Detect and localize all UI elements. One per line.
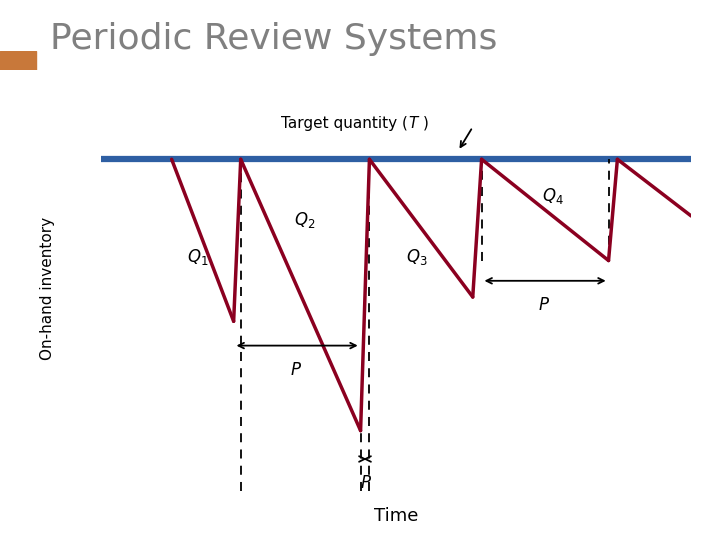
Text: Time: Time [374, 507, 418, 525]
Text: $P$: $P$ [538, 296, 549, 314]
Text: $T$: $T$ [408, 115, 420, 131]
Text: $Q_4$: $Q_4$ [541, 186, 563, 206]
Bar [0, 51, 36, 70]
Text: $Q_3$: $Q_3$ [406, 246, 428, 267]
Text: Target quantity (: Target quantity ( [281, 116, 408, 131]
Text: $Q_1$: $Q_1$ [187, 246, 209, 267]
Text: $Q_2$: $Q_2$ [294, 210, 315, 230]
Text: $P$: $P$ [361, 474, 372, 492]
Text: On-hand inventory: On-hand inventory [40, 217, 55, 361]
Text: ): ) [423, 116, 428, 131]
Text: Periodic Review Systems: Periodic Review Systems [50, 22, 498, 56]
Text: $P$: $P$ [289, 361, 302, 379]
